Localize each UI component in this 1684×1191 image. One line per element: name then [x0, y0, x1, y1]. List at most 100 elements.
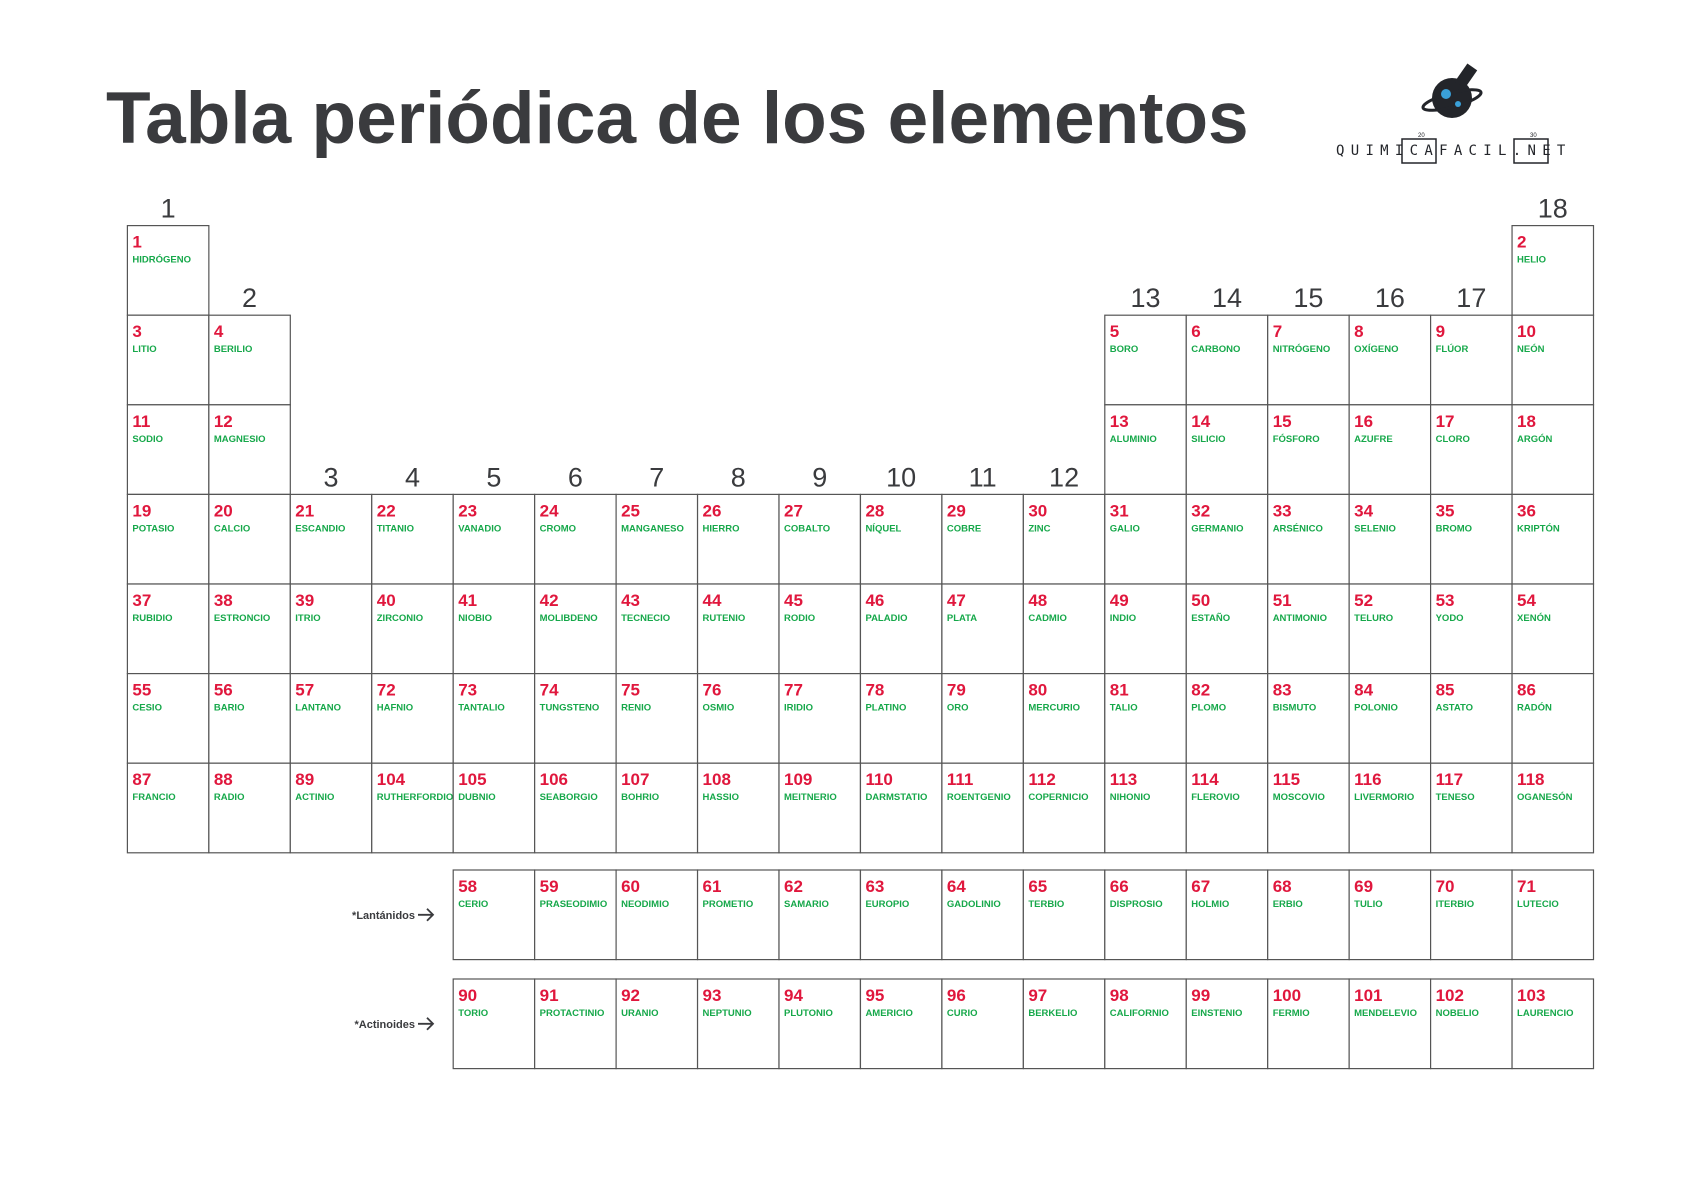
- group-number: 6: [568, 462, 583, 492]
- logo-mark: 20: [1418, 133, 1425, 139]
- atomic-number: 68: [1273, 877, 1292, 896]
- atomic-number: 36: [1517, 501, 1536, 520]
- element-name: BERILIO: [214, 344, 253, 355]
- element-name: POTASIO: [132, 523, 174, 534]
- element-cell: [1022, 672, 1106, 764]
- group-number: 4: [405, 462, 420, 492]
- atomic-number: 97: [1028, 986, 1047, 1005]
- atomic-number: 3: [132, 322, 141, 341]
- group-number: 8: [731, 462, 746, 492]
- element-name: GADOLINIO: [947, 899, 1001, 910]
- element-cell: [615, 978, 699, 1070]
- element-name: BORO: [1110, 344, 1139, 355]
- element-name: OGANESÓN: [1517, 791, 1573, 803]
- element-name: CROMO: [540, 523, 576, 534]
- element-cell: [859, 493, 943, 585]
- atomic-number: 70: [1436, 877, 1455, 896]
- element-name: OXÍGENO: [1354, 344, 1398, 355]
- atomic-number: 61: [703, 877, 722, 896]
- element-name: ZIRCONIO: [377, 613, 423, 624]
- atomic-number: 26: [703, 501, 722, 520]
- atomic-number: 88: [214, 770, 233, 789]
- element-name: RODIO: [784, 613, 815, 624]
- element-name: SELENIO: [1354, 523, 1396, 534]
- element-name: TORIO: [458, 1008, 488, 1019]
- atomic-number: 118: [1517, 770, 1544, 789]
- element-cell: [1267, 404, 1350, 495]
- element-name: RUTENIO: [703, 613, 746, 624]
- series-label: *Actinoides: [354, 1019, 415, 1031]
- element-name: TERBIO: [1028, 899, 1064, 910]
- element-cell: [371, 493, 454, 585]
- element-cell: [615, 493, 699, 585]
- atomic-number: 64: [947, 877, 966, 896]
- element-name: CERIO: [458, 899, 488, 910]
- element-cell: [1104, 869, 1187, 961]
- element-cell: [1185, 583, 1269, 675]
- atomic-number: 95: [865, 986, 884, 1005]
- element-name: SILICIO: [1191, 434, 1225, 445]
- atomic-number: 115: [1273, 770, 1300, 789]
- element-cell: [534, 762, 617, 854]
- atomic-number: 25: [621, 501, 640, 520]
- element-name: SODIO: [132, 434, 163, 445]
- element-cell: [1267, 583, 1350, 675]
- element-name: AMERICIO: [865, 1008, 913, 1019]
- atomic-number: 12: [214, 412, 233, 431]
- element-name: EINSTENIO: [1191, 1008, 1242, 1019]
- group-number: 15: [1293, 283, 1323, 313]
- atomic-number: 59: [540, 877, 559, 896]
- element-cell: [208, 762, 291, 854]
- group-number: 5: [486, 462, 501, 492]
- element-name: MERCURIO: [1028, 703, 1080, 714]
- element-name: BARIO: [214, 703, 245, 714]
- atomic-number: 10: [1517, 322, 1536, 341]
- atomic-number: 107: [621, 770, 649, 789]
- atomic-number: 113: [1110, 770, 1137, 789]
- element-cell: [1104, 314, 1187, 406]
- element-name: HAFNIO: [377, 703, 413, 714]
- element-cell: [1022, 583, 1106, 675]
- atomic-number: 51: [1273, 591, 1292, 610]
- atomic-number: 18: [1517, 412, 1536, 431]
- element-name: CESIO: [132, 703, 162, 714]
- element-name: PLATINO: [865, 703, 906, 714]
- atomic-number: 103: [1517, 986, 1545, 1005]
- element-cell: [289, 762, 373, 854]
- element-name: ROENTGENIO: [947, 792, 1011, 803]
- atomic-number: 20: [214, 501, 233, 520]
- element-name: PROTACTINIO: [540, 1008, 605, 1019]
- element-cell: [696, 762, 780, 854]
- atomic-number: 14: [1191, 412, 1210, 431]
- atomic-number: 82: [1191, 681, 1210, 700]
- element-name: PRASEODIMIO: [540, 899, 608, 910]
- atomic-number: 114: [1191, 770, 1219, 789]
- atomic-number: 91: [540, 986, 559, 1005]
- element-cell: [778, 762, 862, 854]
- element-cell: [1348, 583, 1432, 675]
- element-cell: [534, 869, 617, 961]
- atomic-number: 6: [1191, 322, 1200, 341]
- element-cell: [696, 869, 780, 961]
- arrow: [418, 908, 435, 922]
- atomic-number: 92: [621, 986, 640, 1005]
- element-name: RADÓN: [1517, 702, 1552, 714]
- element-name: ZINC: [1028, 523, 1050, 534]
- atomic-number: 50: [1191, 591, 1210, 610]
- atomic-number: 11: [132, 412, 150, 431]
- atomic-number: 32: [1191, 501, 1210, 520]
- atomic-number: 60: [621, 877, 640, 896]
- group-number: 7: [649, 462, 664, 492]
- element-name: GERMANIO: [1191, 523, 1243, 534]
- element-cell: [452, 978, 536, 1070]
- atomic-number: 17: [1436, 412, 1455, 431]
- element-cell: [126, 225, 210, 316]
- element-name: FLÚOR: [1436, 343, 1469, 355]
- element-name: TENESO: [1436, 792, 1475, 803]
- atomic-number: 54: [1517, 591, 1536, 610]
- element-name: RADIO: [214, 792, 245, 803]
- atomic-number: 46: [865, 591, 884, 610]
- atomic-number: 40: [377, 591, 396, 610]
- atomic-number: 37: [132, 591, 151, 610]
- atomic-number: 90: [458, 986, 477, 1005]
